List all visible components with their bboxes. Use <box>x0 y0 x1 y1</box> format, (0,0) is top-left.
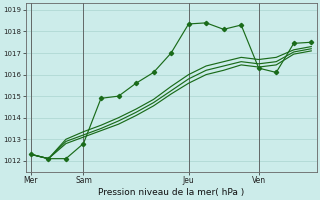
X-axis label: Pression niveau de la mer( hPa ): Pression niveau de la mer( hPa ) <box>98 188 244 197</box>
